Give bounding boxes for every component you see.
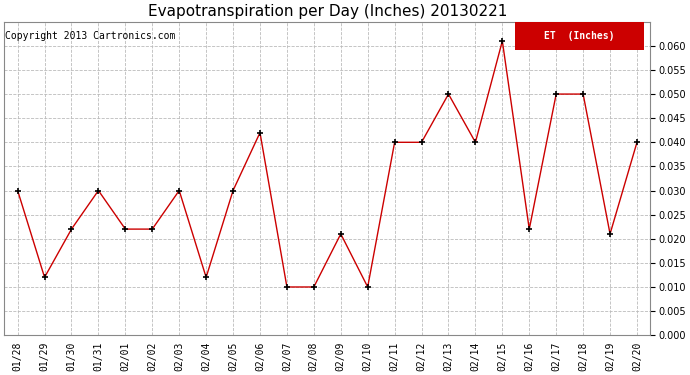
Title: Evapotranspiration per Day (Inches) 20130221: Evapotranspiration per Day (Inches) 2013…: [148, 4, 507, 19]
Text: Copyright 2013 Cartronics.com: Copyright 2013 Cartronics.com: [5, 31, 175, 41]
